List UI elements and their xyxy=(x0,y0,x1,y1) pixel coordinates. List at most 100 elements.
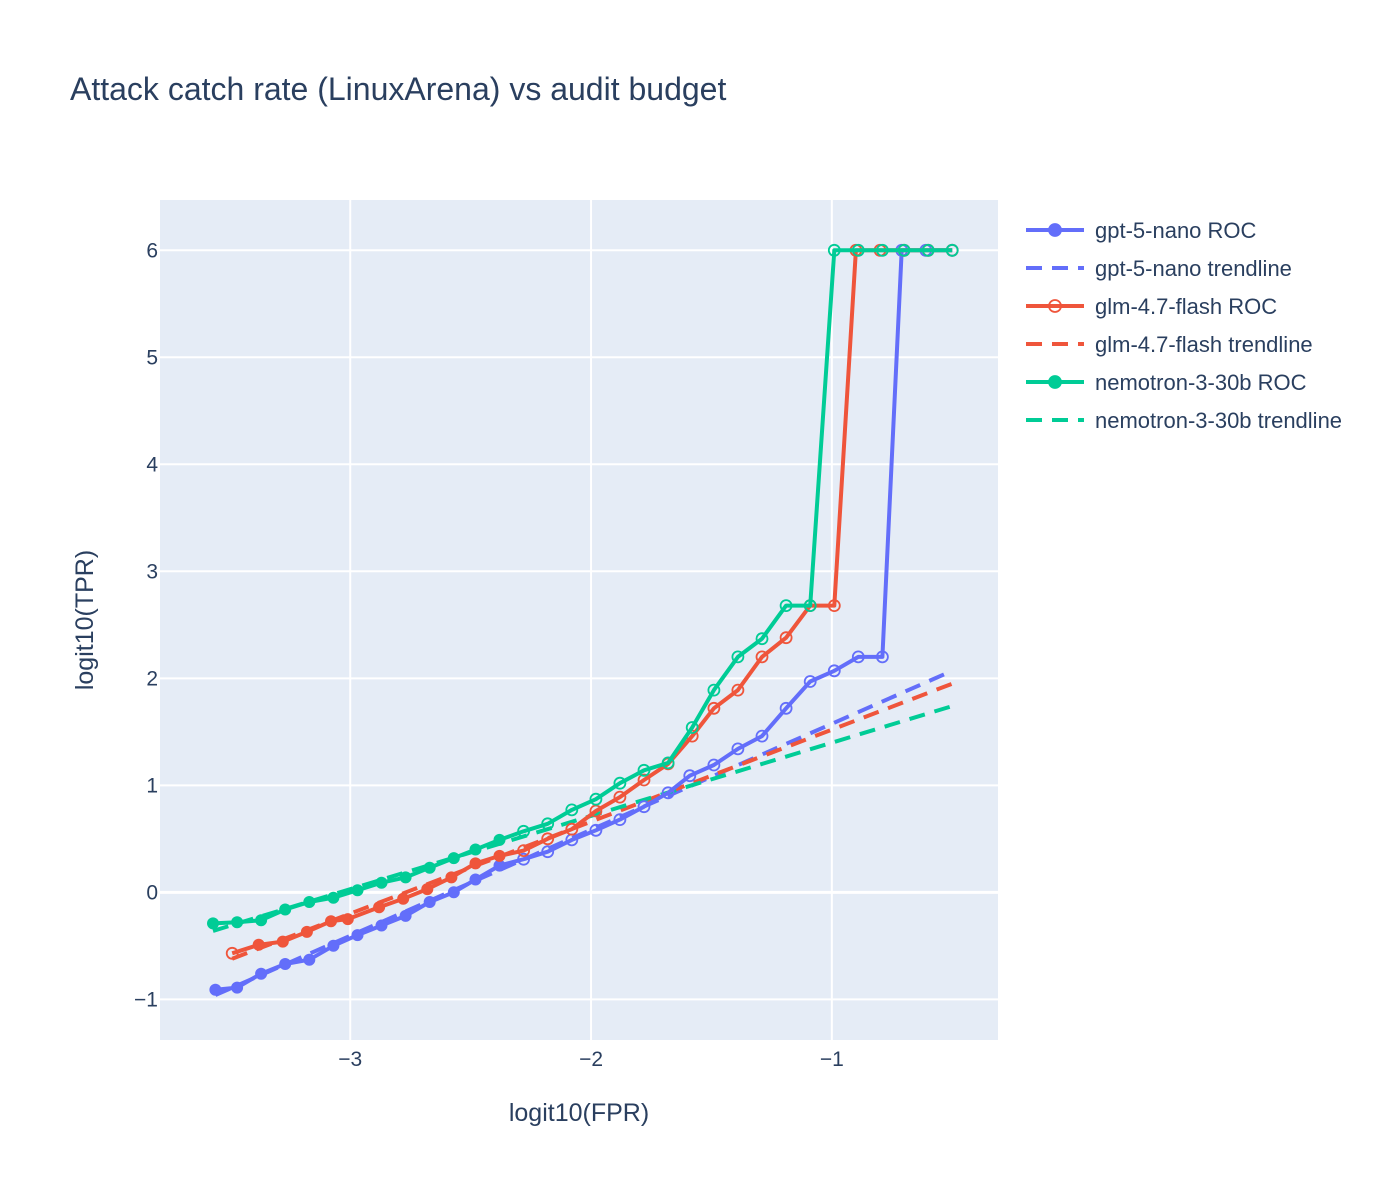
x-tick-label: −2 xyxy=(579,1048,603,1071)
legend-item-nemotron-3-30b-trendline[interactable]: nemotron-3-30b trendline xyxy=(1026,408,1342,433)
nemotron-3-30b-roc-point xyxy=(779,599,793,612)
x-axis-ticks: −3 −2 −1 xyxy=(338,1048,844,1071)
legend-item-glm-4-7-flash-roc[interactable]: glm-4.7-flash ROC xyxy=(1026,294,1277,319)
glm-4-7-flash-roc-point xyxy=(779,631,793,645)
chart-traces xyxy=(207,243,959,997)
gpt-5-nano-roc-point xyxy=(707,758,721,772)
nemotron-3-30b-roc-point xyxy=(517,824,530,838)
glm-4-7-flash-roc-point xyxy=(421,883,434,896)
gpt-5-nano-roc-point xyxy=(731,742,745,756)
glm-4-7-flash-roc-point xyxy=(517,844,530,857)
legend-item-gpt-5-nano-trendline[interactable]: gpt-5-nano trendline xyxy=(1026,256,1292,281)
glm-4-7-flash-roc-point xyxy=(445,871,458,884)
nemotron-3-30b-roc-point xyxy=(565,803,579,817)
nemotron-3-30b-roc-point xyxy=(945,243,959,257)
gpt-5-nano-roc-point xyxy=(423,896,436,908)
nemotron-3-30b-roc-point xyxy=(613,776,627,790)
nemotron-3-30b-roc-point xyxy=(255,914,268,927)
nemotron-3-30b-roc-point xyxy=(921,243,935,257)
gpt-5-nano-roc-point xyxy=(209,983,222,996)
gpt-5-nano-roc-series xyxy=(209,243,959,996)
glm-4-7-flash-roc-point xyxy=(397,892,410,905)
chart-title: Attack catch rate (LinuxArena) vs audit … xyxy=(70,71,726,107)
gpt-5-nano-roc-point xyxy=(613,813,627,826)
gpt-5-nano-roc-point xyxy=(375,919,388,932)
glm-4-7-flash-roc-point xyxy=(373,901,386,914)
y-tick-label: 6 xyxy=(146,239,158,262)
x-tick-label: −3 xyxy=(338,1048,362,1071)
nemotron-3-30b-roc-point xyxy=(469,843,482,856)
y-axis-ticks: −1 0 1 2 3 4 5 6 xyxy=(134,239,158,1011)
y-tick-label: −1 xyxy=(134,988,158,1011)
nemotron-3-30b-roc-point xyxy=(876,243,889,257)
glm-4-7-flash-roc-point xyxy=(493,849,506,862)
legend-label: nemotron-3-30b ROC xyxy=(1095,370,1307,395)
grid-lines xyxy=(160,200,998,1040)
glm-4-7-flash-roc-point xyxy=(300,925,313,938)
gpt-5-nano-roc-point xyxy=(303,953,316,966)
nemotron-3-30b-roc-point xyxy=(351,884,364,897)
legend-marker xyxy=(1048,223,1062,237)
glm-4-7-flash-roc-point xyxy=(341,913,354,926)
glm-4-7-flash-roc-point xyxy=(707,701,721,715)
gpt-5-nano-roc-point xyxy=(351,929,364,942)
legend-label: glm-4.7-flash ROC xyxy=(1095,294,1277,319)
gpt-5-nano-roc-point xyxy=(541,845,555,859)
legend-item-gpt-5-nano-roc[interactable]: gpt-5-nano ROC xyxy=(1026,218,1257,243)
nemotron-3-30b-roc-point xyxy=(399,871,412,884)
nemotron-3-30b-roc-point xyxy=(231,916,244,929)
nemotron-3-30b-roc-point xyxy=(207,917,219,930)
glm-4-7-flash-roc-point xyxy=(325,915,337,928)
nemotron-3-30b-roc-point xyxy=(803,599,817,612)
gpt-5-nano-roc-point xyxy=(779,701,793,715)
glm-4-7-flash-roc-point xyxy=(276,935,289,948)
gpt-5-nano-roc-point xyxy=(755,729,769,743)
gpt-5-nano-roc-point xyxy=(279,958,292,970)
gpt-5-nano-roc-point xyxy=(803,675,817,688)
nemotron-3-30b-roc-point xyxy=(279,903,292,916)
y-tick-label: 3 xyxy=(146,560,158,583)
nemotron-3-30b-roc-point xyxy=(423,861,436,874)
gpt-5-nano-roc-point xyxy=(447,886,460,899)
nemotron-3-30b-roc-point xyxy=(731,650,745,664)
glm-4-7-flash-roc-point xyxy=(225,946,239,960)
nemotron-3-30b-roc-point xyxy=(637,763,651,777)
glm-4-7-flash-roc-point xyxy=(469,857,482,870)
gpt-5-nano-roc-point xyxy=(589,823,603,837)
legend-item-nemotron-3-30b-roc[interactable]: nemotron-3-30b ROC xyxy=(1026,370,1307,395)
gpt-5-nano-roc-point xyxy=(661,786,675,800)
nemotron-3-30b-roc-point xyxy=(447,852,460,865)
legend-label: glm-4.7-flash trendline xyxy=(1095,332,1313,357)
glm-4-7-flash-roc-point xyxy=(827,599,841,612)
glm-4-7-flash-roc-point xyxy=(637,773,651,787)
nemotron-3-30b-roc-point xyxy=(327,891,340,904)
gpt-5-nano-roc-point xyxy=(876,650,889,664)
gpt-5-nano-roc-point xyxy=(517,852,530,866)
legend-marker xyxy=(1048,375,1062,389)
glm-4-7-flash-roc-point xyxy=(565,822,579,836)
gpt-5-nano-roc-point xyxy=(851,650,865,664)
glm-4-7-flash-roc-point xyxy=(755,650,769,664)
gpt-5-nano-trendline-line xyxy=(214,668,954,997)
gpt-5-nano-roc-point xyxy=(683,769,697,783)
nemotron-3-30b-roc-point xyxy=(851,243,865,257)
gpt-5-nano-roc-point xyxy=(399,909,412,922)
y-tick-label: 1 xyxy=(146,774,158,797)
nemotron-3-30b-roc-series xyxy=(207,243,959,930)
glm-4-7-flash-roc-point xyxy=(731,683,745,697)
glm-4-7-flash-roc-point xyxy=(252,938,265,951)
y-tick-label: 0 xyxy=(146,881,158,904)
gpt-5-nano-roc-point xyxy=(637,800,651,814)
nemotron-3-30b-roc-point xyxy=(897,243,911,257)
nemotron-3-30b-roc-point xyxy=(661,756,675,770)
nemotron-3-30b-roc-point xyxy=(685,721,699,734)
glm-4-7-flash-roc-point xyxy=(613,790,627,804)
nemotron-3-30b-roc-point xyxy=(303,896,316,908)
legend[interactable]: gpt-5-nano ROC gpt-5-nano trendline glm-4.… xyxy=(1026,218,1342,433)
legend-item-glm-4-7-flash-trendline[interactable]: glm-4.7-flash trendline xyxy=(1026,332,1313,357)
legend-marker xyxy=(1048,299,1062,313)
nemotron-3-30b-roc-point xyxy=(541,817,555,831)
gpt-5-nano-roc-point xyxy=(255,967,268,980)
x-tick-label: −1 xyxy=(820,1048,844,1071)
